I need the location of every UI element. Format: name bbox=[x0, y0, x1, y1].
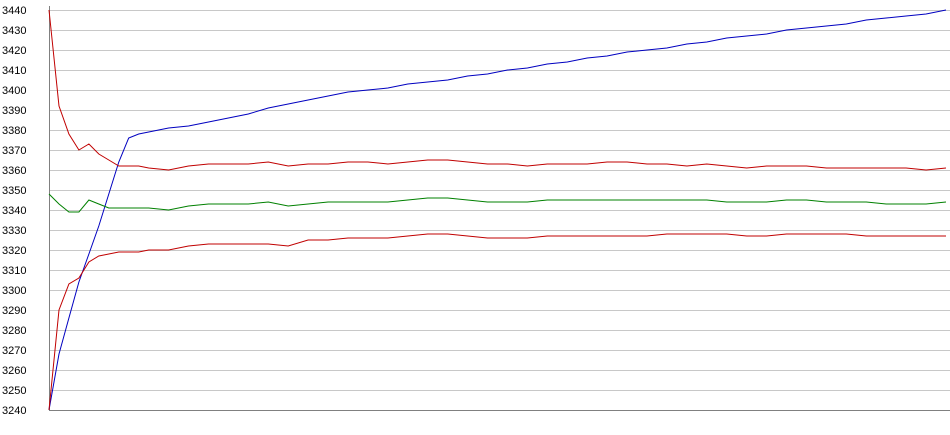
axes bbox=[49, 6, 950, 411]
y-tick-labels: 3240 3250 3260 3270 3280 3290 3300 3310 3320 3330… bbox=[2, 5, 26, 417]
series-line-1 bbox=[48, 9, 947, 411]
y-tick-label: 3300 bbox=[2, 285, 26, 297]
y-tick-label: 3270 bbox=[2, 345, 26, 357]
y-tick-label: 3410 bbox=[2, 65, 26, 77]
y-tick-label: 3280 bbox=[2, 325, 26, 337]
y-tick-label: 3330 bbox=[2, 225, 26, 237]
y-tick-label: 3430 bbox=[2, 25, 26, 37]
y-tick-label: 3240 bbox=[2, 405, 26, 417]
y-tick-label: 3260 bbox=[2, 365, 26, 377]
y-tick-label: 3390 bbox=[2, 105, 26, 117]
series-line-2 bbox=[48, 9, 947, 171]
y-tick-label: 3380 bbox=[2, 125, 26, 137]
series-line-4 bbox=[48, 233, 946, 411]
y-tick-label: 3320 bbox=[2, 245, 26, 257]
y-tick-label: 3310 bbox=[2, 265, 26, 277]
y-tick-label: 3370 bbox=[2, 145, 26, 157]
series-lines bbox=[48, 9, 947, 411]
y-tick-label: 3290 bbox=[2, 305, 26, 317]
gridlines bbox=[49, 10, 950, 411]
series-line-3 bbox=[48, 193, 947, 213]
y-tick-label: 3340 bbox=[2, 205, 26, 217]
y-tick-label: 3250 bbox=[2, 385, 26, 397]
y-tick-label: 3400 bbox=[2, 85, 26, 97]
y-tick-label: 3350 bbox=[2, 185, 26, 197]
y-tick-label: 3440 bbox=[2, 5, 26, 17]
y-tick-label: 3360 bbox=[2, 165, 26, 177]
y-tick-label: 3420 bbox=[2, 45, 26, 57]
